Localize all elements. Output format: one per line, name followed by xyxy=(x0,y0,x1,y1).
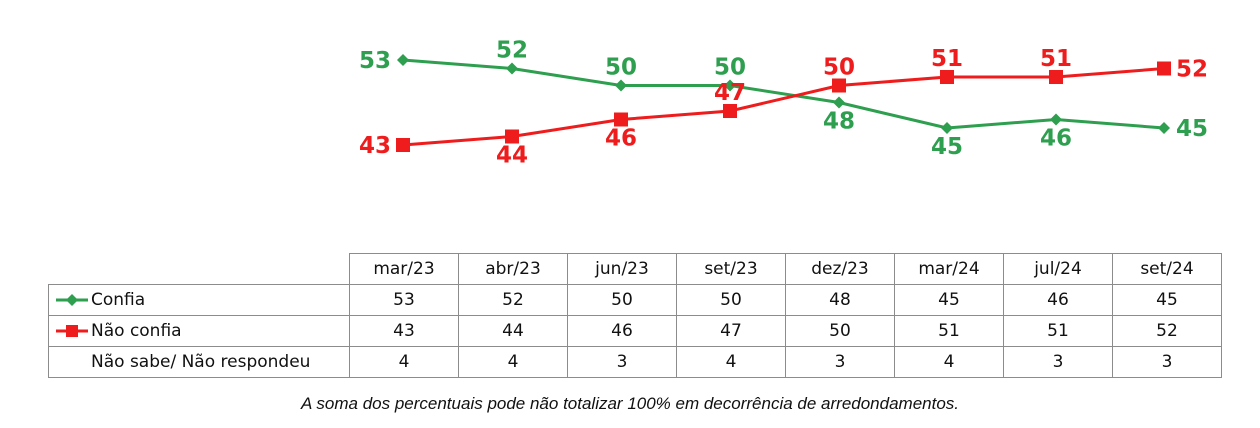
data-label-confia: 45 xyxy=(1176,116,1208,142)
footnote: A soma dos percentuais pode não totaliza… xyxy=(300,394,960,413)
table-cell: 43 xyxy=(349,315,459,347)
nao-confia-label: Não confia xyxy=(91,321,182,341)
data-label-confia: 50 xyxy=(714,55,746,81)
col-header: jun/23 xyxy=(567,253,677,285)
series-line-confia xyxy=(402,58,1165,130)
table-cell: 50 xyxy=(567,284,677,316)
data-point-nao-confia xyxy=(832,78,846,93)
row-label-nao-sabe: Não sabe/ Não respondeu xyxy=(48,346,350,378)
data-label-confia: 52 xyxy=(496,38,528,64)
data-point-nao-confia xyxy=(1049,70,1063,84)
table-cell: 50 xyxy=(785,315,895,347)
data-point-confia xyxy=(833,96,845,109)
col-header: set/24 xyxy=(1112,253,1222,285)
col-header: mar/23 xyxy=(349,253,459,285)
table-cell: 3 xyxy=(567,346,677,378)
data-label-nao-confia: 51 xyxy=(931,46,963,72)
confia-label: Confia xyxy=(91,290,146,310)
data-point-confia xyxy=(1158,122,1170,134)
table-cell: 51 xyxy=(894,315,1004,347)
col-header: set/23 xyxy=(676,253,786,285)
table-cell: 47 xyxy=(676,315,786,347)
table-cell: 45 xyxy=(894,284,1004,316)
confia-legend-icon xyxy=(56,294,88,306)
data-point-confia xyxy=(941,122,953,134)
table-cell: 52 xyxy=(1112,315,1222,347)
data-label-confia: 45 xyxy=(931,134,963,160)
col-header: mar/24 xyxy=(894,253,1004,285)
table-cell: 4 xyxy=(676,346,786,378)
data-label-confia: 50 xyxy=(605,55,637,81)
data-point-nao-confia xyxy=(614,112,628,127)
data-label-confia: 53 xyxy=(359,48,391,74)
data-label-nao-confia: 51 xyxy=(1040,46,1072,72)
data-point-nao-confia xyxy=(940,70,954,84)
table-cell: 44 xyxy=(458,315,568,347)
data-label-confia: 46 xyxy=(1040,126,1072,152)
nao-sabe-label: Não sabe/ Não respondeu xyxy=(91,352,311,372)
data-label-confia: 48 xyxy=(823,109,855,135)
table-row-confia: Confia 53 52 50 50 48 45 46 45 xyxy=(48,284,1222,316)
table-header-row: mar/23 abr/23 jun/23 set/23 dez/23 mar/2… xyxy=(48,253,1222,285)
row-label-nao-confia: Não confia xyxy=(48,315,350,347)
table-cell: 3 xyxy=(1003,346,1113,378)
table-cell: 45 xyxy=(1112,284,1222,316)
data-point-nao-confia xyxy=(1157,61,1171,76)
table-cell: 50 xyxy=(676,284,786,316)
data-label-nao-confia: 50 xyxy=(823,55,855,81)
data-table: mar/23 abr/23 jun/23 set/23 dez/23 mar/2… xyxy=(48,253,1222,378)
col-header: jul/24 xyxy=(1003,253,1113,285)
table-row-nao-confia: Não confia 43 44 46 47 50 51 51 52 xyxy=(48,315,1222,347)
col-header: abr/23 xyxy=(458,253,568,285)
data-point-confia xyxy=(724,79,736,92)
series-line-nao-confia xyxy=(402,67,1165,147)
data-point-confia xyxy=(397,54,409,66)
data-label-nao-confia: 47 xyxy=(714,80,746,106)
data-point-nao-confia xyxy=(723,104,737,118)
table-cell: 53 xyxy=(349,284,459,316)
data-label-nao-confia: 46 xyxy=(605,126,637,152)
data-label-nao-confia: 43 xyxy=(359,133,391,159)
table-cell: 48 xyxy=(785,284,895,316)
nao-confia-legend-icon xyxy=(56,325,88,337)
table-cell: 52 xyxy=(458,284,568,316)
data-point-confia xyxy=(615,79,627,92)
table-cell: 4 xyxy=(349,346,459,378)
table-cell: 46 xyxy=(567,315,677,347)
table-cell: 3 xyxy=(785,346,895,378)
data-point-confia xyxy=(1050,113,1062,126)
row-label-confia: Confia xyxy=(48,284,350,316)
table-corner-cell xyxy=(48,253,350,285)
table-row-nao-sabe: Não sabe/ Não respondeu 4 4 3 4 3 4 3 3 xyxy=(48,346,1222,378)
table-cell: 4 xyxy=(458,346,568,378)
table-cell: 3 xyxy=(1112,346,1222,378)
data-point-confia xyxy=(506,62,518,75)
table-cell: 51 xyxy=(1003,315,1113,347)
data-label-nao-confia: 52 xyxy=(1176,57,1208,83)
col-header: dez/23 xyxy=(785,253,895,285)
data-label-nao-confia: 44 xyxy=(496,143,528,169)
table-cell: 46 xyxy=(1003,284,1113,316)
data-point-nao-confia xyxy=(396,138,410,152)
data-point-nao-confia xyxy=(505,129,519,144)
table-cell: 4 xyxy=(894,346,1004,378)
